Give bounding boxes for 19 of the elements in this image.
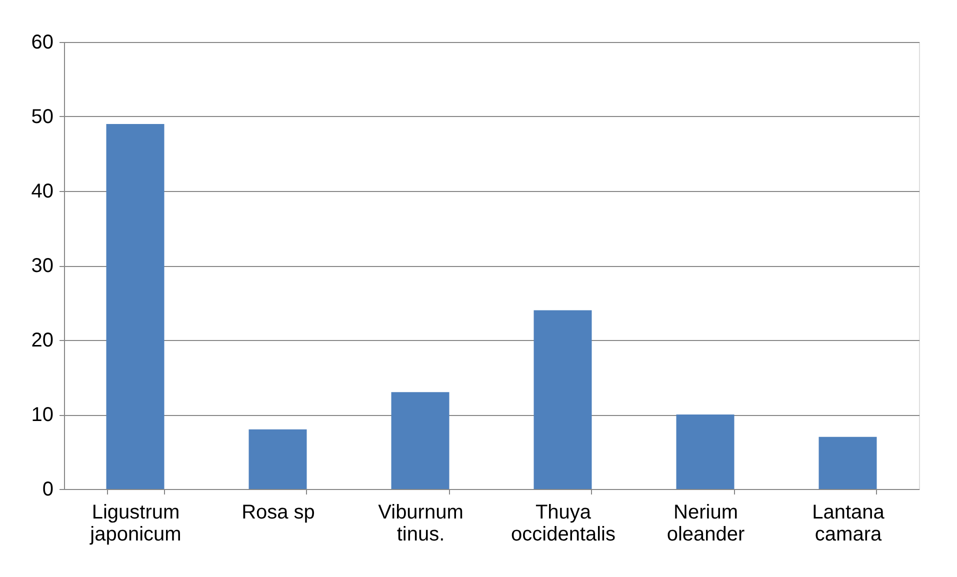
x-tick-label: Nerium oleander: [666, 502, 746, 546]
bar: [391, 392, 450, 489]
bar: [676, 414, 734, 489]
x-tick-label: Viburnum tinus.: [378, 502, 464, 546]
y-tick-label: 30: [31, 255, 54, 277]
y-tick-label: 0: [42, 478, 54, 500]
bar: [534, 310, 592, 489]
bar: [818, 436, 877, 489]
x-tick-label: Rosa sp: [242, 502, 315, 524]
y-tick-label: 40: [31, 180, 54, 202]
bar: [248, 429, 307, 489]
y-tick-label: 10: [31, 404, 54, 426]
y-tick-label: 20: [31, 330, 54, 352]
x-tick-label: Lantana camara: [812, 502, 886, 546]
x-tick-label: Thuya occidentalis: [510, 502, 616, 546]
y-tick-label: 60: [31, 32, 54, 54]
bar: [106, 124, 164, 489]
y-tick-label: 50: [31, 106, 54, 128]
x-tick-label: Ligustrum japonicum: [89, 502, 182, 546]
